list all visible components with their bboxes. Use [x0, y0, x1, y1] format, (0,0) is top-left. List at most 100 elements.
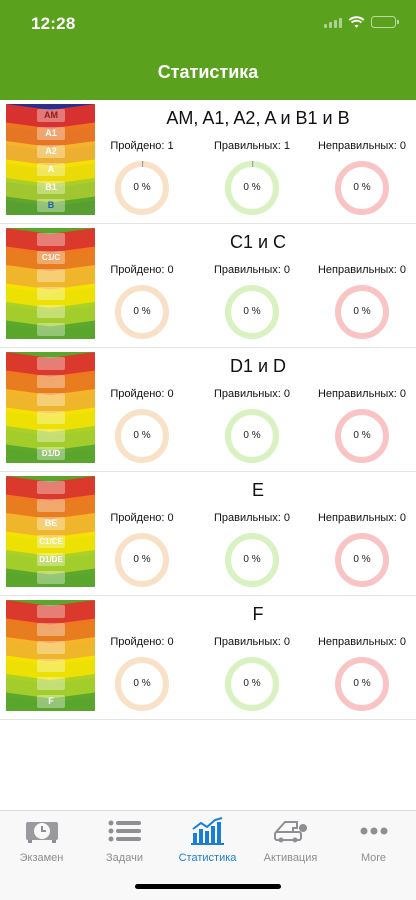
category-image: AM A1 A2 A B1 B — [6, 104, 95, 215]
correct-ring: 0 % — [224, 160, 280, 216]
passed-stat: Пройдено: 1 0 % — [92, 140, 192, 216]
home-indicator — [135, 884, 281, 889]
wrong-ring: 0 % — [334, 408, 390, 464]
navigation-bar: 12:28 Статистика — [0, 0, 416, 100]
passed-label: Пройдено: 0 — [110, 512, 174, 524]
wrong-percent: 0 % — [353, 306, 371, 317]
category-badge: D1/D — [41, 449, 61, 458]
passed-stat: Пройдено: 0 0 % — [92, 388, 192, 464]
bar-chart-icon — [166, 817, 249, 845]
category-image: F — [6, 600, 95, 711]
category-row[interactable]: F F Пройдено: 0 0 % Правильных: 0 0 % Не… — [0, 596, 416, 720]
category-image: BE C1/CE D1/DE — [6, 476, 95, 587]
category-image: C1/C — [6, 228, 95, 339]
correct-percent: 0 % — [243, 182, 261, 193]
passed-stat: Пройдено: 0 0 % — [92, 512, 192, 588]
page-title: Статистика — [157, 62, 259, 82]
correct-stat: Правильных: 0 0 % — [202, 636, 302, 712]
tab-car-key[interactable]: Активация — [249, 817, 332, 864]
category-badge: C1/C — [41, 253, 61, 262]
battery-icon — [371, 16, 399, 28]
correct-stat: Правильных: 0 0 % — [202, 388, 302, 464]
passed-label: Пройдено: 0 — [110, 636, 174, 648]
wrong-stat: Неправильных: 0 0 % — [312, 512, 412, 588]
cellular-signal-icon — [324, 16, 342, 28]
passed-stat: Пройдено: 0 0 % — [92, 264, 192, 340]
passed-ring: 0 % — [114, 408, 170, 464]
wrong-label: Неправильных: 0 — [317, 140, 407, 152]
category-badge: F — [48, 696, 54, 706]
passed-percent: 0 % — [133, 430, 151, 441]
passed-ring: 0 % — [114, 160, 170, 216]
correct-label: Правильных: 0 — [214, 512, 290, 524]
category-badge: D1/DE — [39, 555, 63, 564]
passed-ring: 0 % — [114, 284, 170, 340]
list-icon — [83, 817, 166, 845]
wrong-percent: 0 % — [353, 430, 371, 441]
passed-stat: Пройдено: 0 0 % — [92, 636, 192, 712]
status-icons — [324, 16, 399, 28]
category-row[interactable]: D1/D D1 и D Пройдено: 0 0 % Правильных: … — [0, 348, 416, 472]
category-row[interactable]: BE C1/CE D1/DE E Пройдено: 0 0 % Правильны… — [0, 472, 416, 596]
category-title: D1 и D — [229, 356, 287, 376]
wrong-stat: Неправильных: 0 0 % — [312, 140, 412, 216]
passed-label: Пройдено: 0 — [110, 264, 174, 276]
passed-ring: 0 % — [114, 656, 170, 712]
statistics-list: AM A1 A2 A B1 B AM, A1, A2, A и B1 и B Пройде… — [0, 100, 416, 720]
wrong-stat: Неправильных: 0 0 % — [312, 388, 412, 464]
tab-label: Экзамен — [19, 852, 64, 864]
tab-label: Статистика — [178, 852, 237, 864]
correct-stat: Правильных: 1 0 % — [202, 140, 302, 216]
car-key-icon — [249, 817, 332, 845]
passed-percent: 0 % — [133, 306, 151, 317]
passed-percent: 0 % — [133, 554, 151, 565]
category-title: F — [252, 604, 264, 624]
status-bar: 12:28 — [0, 0, 416, 48]
correct-stat: Правильных: 0 0 % — [202, 264, 302, 340]
wrong-ring: 0 % — [334, 160, 390, 216]
category-title: C1 и C — [229, 232, 287, 252]
category-badge: B — [47, 200, 55, 210]
category-row[interactable]: C1/C C1 и C Пройдено: 0 0 % Правильных: … — [0, 224, 416, 348]
tab-exam-clock[interactable]: Экзамен — [0, 817, 83, 864]
exam-clock-icon — [0, 817, 83, 845]
tab-label: Задачи — [106, 852, 143, 864]
correct-label: Правильных: 0 — [214, 264, 290, 276]
wifi-icon — [348, 16, 365, 28]
correct-label: Правильных: 0 — [214, 636, 290, 648]
tab-list[interactable]: Задачи — [83, 817, 166, 864]
correct-ring: 0 % — [224, 284, 280, 340]
wrong-ring: 0 % — [334, 284, 390, 340]
tab-bar-chart[interactable]: Статистика — [166, 817, 249, 864]
category-image: D1/D — [6, 352, 95, 463]
correct-ring: 0 % — [224, 532, 280, 588]
passed-percent: 0 % — [133, 678, 151, 689]
tab-label: More — [360, 852, 387, 864]
status-time: 12:28 — [31, 14, 76, 33]
category-badge: B1 — [45, 182, 57, 192]
category-badge: BE — [44, 518, 58, 528]
correct-percent: 0 % — [243, 678, 261, 689]
category-badge: A — [47, 164, 55, 174]
wrong-stat: Неправильных: 0 0 % — [312, 264, 412, 340]
passed-label: Пройдено: 0 — [110, 388, 174, 400]
wrong-label: Неправильных: 0 — [317, 512, 407, 524]
wrong-label: Неправильных: 0 — [317, 388, 407, 400]
wrong-label: Неправильных: 0 — [317, 636, 407, 648]
category-badge: A2 — [45, 146, 57, 156]
category-badge: AM — [44, 110, 58, 120]
wrong-stat: Неправильных: 0 0 % — [312, 636, 412, 712]
category-badge: A1 — [45, 128, 57, 138]
tab-label: Активация — [263, 852, 318, 864]
category-title: E — [251, 480, 264, 500]
wrong-percent: 0 % — [353, 182, 371, 193]
tab-more-dots[interactable]: More — [332, 817, 415, 864]
correct-label: Правильных: 0 — [214, 388, 290, 400]
correct-stat: Правильных: 0 0 % — [202, 512, 302, 588]
correct-ring: 0 % — [224, 408, 280, 464]
category-title: AM, A1, A2, A и B1 и B — [166, 108, 350, 128]
category-badge: C1/CE — [39, 537, 63, 546]
category-row[interactable]: AM A1 A2 A B1 B AM, A1, A2, A и B1 и B Пройде… — [0, 100, 416, 224]
correct-ring: 0 % — [224, 656, 280, 712]
passed-percent: 0 % — [133, 182, 151, 193]
